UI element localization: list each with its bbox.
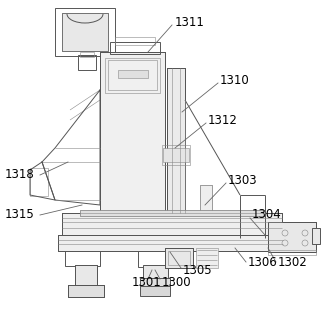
Bar <box>167 68 185 213</box>
Bar <box>100 52 165 237</box>
Bar <box>138 251 173 267</box>
Bar <box>68 285 104 297</box>
Text: 1300: 1300 <box>162 276 192 289</box>
Text: 1310: 1310 <box>220 73 250 86</box>
Bar <box>65 251 100 266</box>
Bar <box>118 70 148 78</box>
Bar <box>62 213 282 235</box>
Bar <box>312 228 320 244</box>
Bar <box>165 248 193 268</box>
Text: 1312: 1312 <box>208 114 238 127</box>
Bar <box>62 13 108 51</box>
Bar <box>108 60 157 90</box>
Bar <box>75 265 97 287</box>
Bar <box>163 148 189 162</box>
Bar <box>110 42 160 54</box>
Bar <box>268 222 316 252</box>
Bar <box>30 168 48 196</box>
Bar <box>200 185 212 237</box>
Bar <box>100 52 165 237</box>
Bar <box>80 210 265 216</box>
Bar <box>58 235 283 251</box>
Bar <box>268 222 316 252</box>
Bar <box>162 145 190 165</box>
Bar <box>55 8 115 56</box>
Bar <box>105 58 160 93</box>
Bar <box>115 37 155 45</box>
Bar <box>58 235 283 251</box>
Bar <box>68 285 104 297</box>
Bar <box>200 185 212 237</box>
Text: 1302: 1302 <box>278 256 308 268</box>
Text: 1315: 1315 <box>5 208 35 221</box>
Bar <box>75 265 97 287</box>
Text: 1304: 1304 <box>252 208 282 221</box>
Bar <box>196 248 218 268</box>
Text: 1311: 1311 <box>175 16 205 29</box>
Bar <box>80 210 265 216</box>
Bar <box>143 265 168 280</box>
Bar <box>140 278 170 288</box>
Bar <box>62 13 108 51</box>
Text: 1303: 1303 <box>228 174 258 187</box>
Bar <box>80 52 94 57</box>
Bar <box>78 55 96 70</box>
Bar <box>168 251 190 265</box>
Bar <box>268 250 316 255</box>
Bar <box>62 213 282 235</box>
Bar <box>167 68 185 213</box>
Text: 1318: 1318 <box>5 169 35 182</box>
Text: 1306: 1306 <box>248 256 278 268</box>
Bar <box>140 286 170 296</box>
Text: 1301: 1301 <box>132 276 162 289</box>
Bar <box>165 248 193 268</box>
Text: 1305: 1305 <box>183 263 213 276</box>
